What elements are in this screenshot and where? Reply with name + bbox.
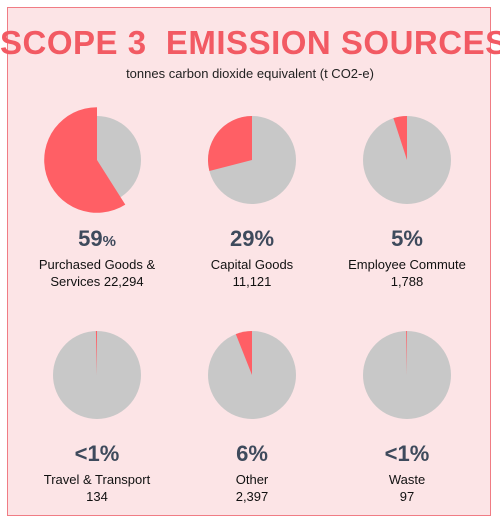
- pie-chart: [363, 116, 451, 204]
- category-label: Capital Goods 11,121: [172, 256, 332, 290]
- category-label-line: Purchased Goods &: [38, 257, 156, 272]
- page-subtitle: tonnes carbon dioxide equivalent (t CO2-…: [126, 66, 374, 81]
- category-label-line: Waste: [388, 472, 426, 487]
- category-label-line: 1,788: [390, 274, 424, 289]
- category-label-line: Other: [235, 472, 269, 487]
- category-label-line: Capital Goods: [210, 257, 294, 272]
- percentage-label: 59%: [17, 226, 177, 252]
- pie-item: 5% Employee Commute 1,788: [327, 110, 487, 290]
- percentage-value: 59: [78, 226, 103, 251]
- percentage-symbol: %: [102, 233, 116, 250]
- pie-highlight-slice: [393, 116, 407, 160]
- category-label-line: 97: [399, 489, 415, 504]
- pie-highlight-slice: [208, 116, 252, 171]
- percentage-value: <1%: [74, 441, 120, 466]
- percentage-label: <1%: [327, 441, 487, 467]
- category-label-line: Services 22,294: [50, 274, 144, 289]
- category-label-line: Employee Commute: [348, 257, 466, 272]
- infographic-frame: [7, 7, 491, 516]
- category-label: Purchased Goods & Services 22,294: [17, 256, 177, 290]
- pie-chart: [208, 116, 296, 204]
- percentage-value: <1%: [384, 441, 430, 466]
- pie-item: <1% Travel & Transport 134: [17, 325, 177, 505]
- pie-chart: [208, 331, 296, 419]
- pie-item: 6% Other 2,397: [172, 325, 332, 505]
- pie-item: <1% Waste 97: [327, 325, 487, 505]
- pie-highlight-slice: [95, 331, 97, 375]
- percentage-label: <1%: [17, 441, 177, 467]
- category-label: Waste 97: [327, 471, 487, 505]
- category-label: Other 2,397: [172, 471, 332, 505]
- category-label-line: 2,397: [235, 489, 269, 504]
- category-label: Employee Commute 1,788: [327, 256, 487, 290]
- pie-highlight-slice: [406, 331, 407, 375]
- pie-highlight-slice: [44, 107, 126, 213]
- percentage-value: 6%: [236, 441, 268, 466]
- percentage-value: 5%: [391, 226, 423, 251]
- percentage-label: 5%: [327, 226, 487, 252]
- pie-chart: [363, 331, 451, 419]
- pie-chart: [44, 107, 141, 213]
- percentage-label: 29%: [172, 226, 332, 252]
- page-title: SCOPE 3 EMISSION SOURCES: [0, 24, 500, 61]
- percentage-value: 29%: [229, 226, 275, 251]
- percentage-label: 6%: [172, 441, 332, 467]
- category-label-line: 134: [86, 489, 108, 504]
- pie-chart: [53, 331, 141, 419]
- pie-item: 29% Capital Goods 11,121: [172, 110, 332, 290]
- pie-highlight-slice: [235, 331, 252, 375]
- category-label-line: 11,121: [232, 274, 272, 289]
- category-label: Travel & Transport 134: [17, 471, 177, 505]
- pie-item: 59% Purchased Goods & Services 22,294: [17, 107, 177, 290]
- category-label-line: Travel & Transport: [43, 472, 151, 487]
